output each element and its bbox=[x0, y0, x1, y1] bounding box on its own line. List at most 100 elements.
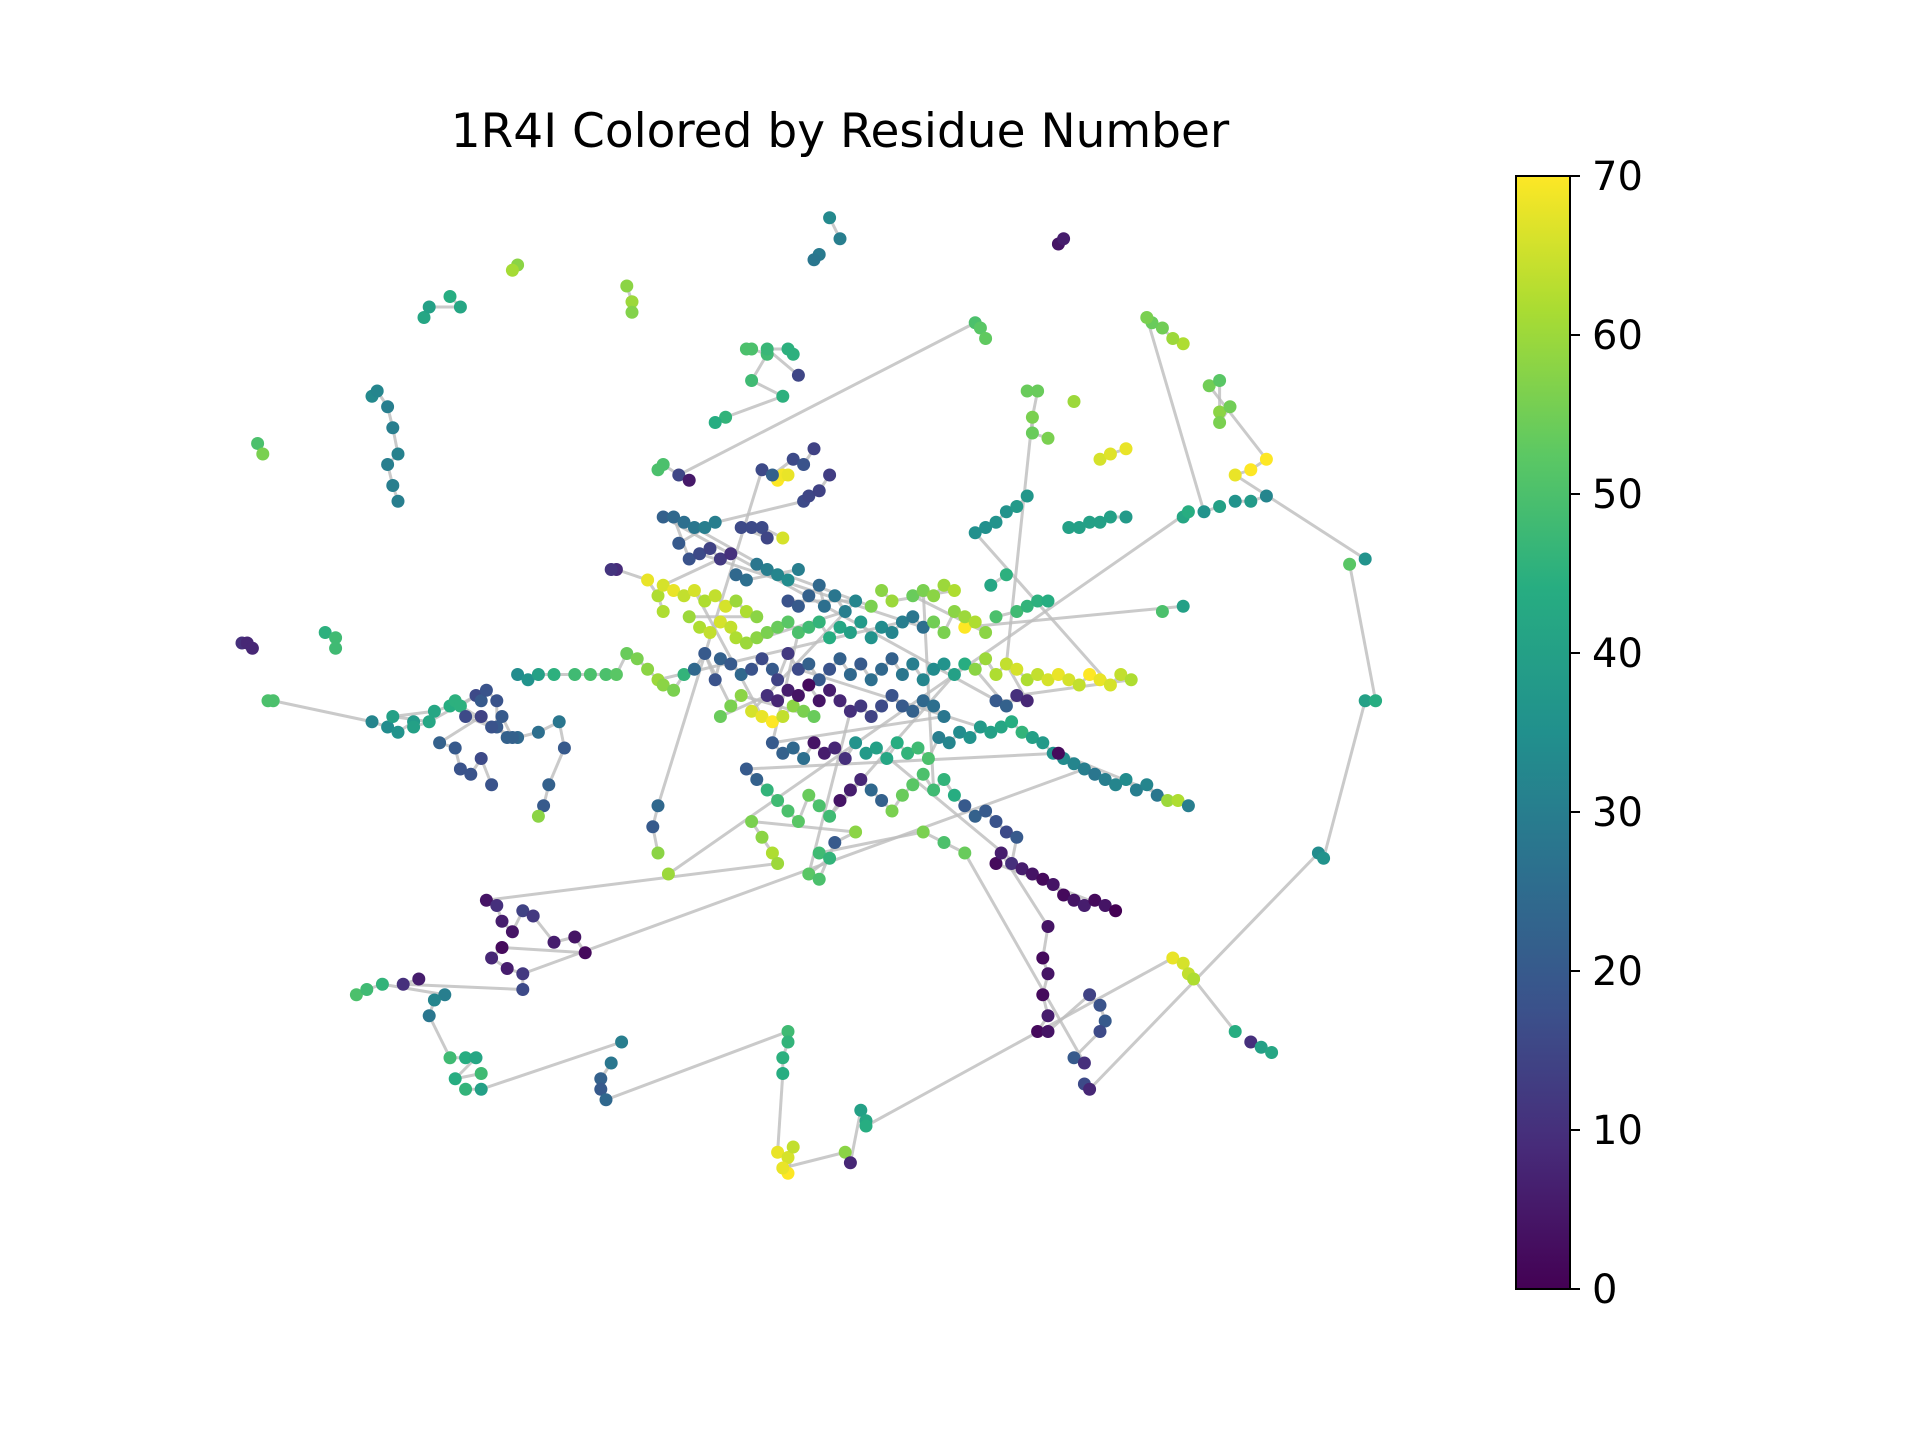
graph-node bbox=[771, 794, 785, 807]
graph-node bbox=[1343, 557, 1357, 571]
graph-node bbox=[864, 783, 878, 797]
graph-node bbox=[875, 662, 889, 676]
graph-node bbox=[1119, 510, 1133, 524]
graph-node bbox=[703, 542, 717, 555]
graph-node bbox=[1176, 337, 1190, 351]
graph-node bbox=[911, 741, 925, 755]
graph-node bbox=[729, 568, 743, 582]
graph-node bbox=[1223, 400, 1237, 414]
graph-node bbox=[604, 1056, 618, 1070]
graph-node bbox=[807, 253, 821, 267]
graph-node bbox=[989, 610, 1003, 624]
graph-node bbox=[781, 468, 795, 482]
graph-node bbox=[427, 704, 441, 718]
graph-node bbox=[713, 615, 727, 629]
graph-node bbox=[823, 468, 837, 482]
graph-edge bbox=[865, 956, 1174, 1128]
graph-node bbox=[745, 374, 759, 387]
graph-node bbox=[485, 951, 499, 965]
graph-node bbox=[381, 720, 395, 734]
graph-edge bbox=[438, 715, 483, 745]
graph-node bbox=[927, 699, 941, 713]
graph-node bbox=[781, 594, 795, 608]
graph-node bbox=[812, 846, 826, 860]
graph-node bbox=[724, 699, 738, 713]
graph-node bbox=[615, 1035, 629, 1049]
graph-node bbox=[1077, 762, 1091, 776]
graph-node bbox=[885, 652, 899, 666]
graph-node bbox=[1036, 951, 1050, 965]
graph-node bbox=[1020, 673, 1034, 687]
graph-node bbox=[781, 647, 795, 660]
graph-node bbox=[1317, 851, 1331, 865]
graph-node bbox=[786, 452, 800, 466]
graph-edge bbox=[403, 982, 523, 991]
graph-node bbox=[698, 521, 712, 534]
graph-node bbox=[895, 615, 909, 629]
graph-node bbox=[1031, 1025, 1045, 1038]
graph-node bbox=[1140, 311, 1154, 324]
graph-node bbox=[885, 804, 899, 818]
graph-node bbox=[797, 752, 811, 765]
graph-node bbox=[1036, 736, 1050, 750]
graph-node bbox=[734, 521, 748, 534]
graph-node bbox=[1010, 689, 1024, 702]
graph-node bbox=[791, 563, 805, 576]
graph-node bbox=[537, 799, 551, 813]
colorbar-tick-label: 40 bbox=[1592, 631, 1643, 677]
graph-node bbox=[1083, 668, 1097, 681]
graph-node bbox=[583, 668, 597, 681]
graph-node bbox=[1119, 773, 1133, 786]
graph-node bbox=[1025, 731, 1039, 744]
graph-node bbox=[1010, 500, 1024, 513]
graph-node bbox=[927, 615, 941, 629]
graph-node bbox=[459, 1082, 473, 1096]
graph-node bbox=[812, 484, 826, 498]
graph-node bbox=[693, 547, 707, 561]
graph-node bbox=[552, 715, 566, 729]
graph-node bbox=[745, 704, 759, 718]
graph-node bbox=[625, 305, 639, 319]
graph-node bbox=[802, 489, 816, 503]
graph-node bbox=[947, 605, 961, 618]
graph-node bbox=[791, 368, 805, 382]
graph-node bbox=[781, 615, 795, 629]
graph-node bbox=[833, 232, 847, 246]
graph-node bbox=[1369, 694, 1383, 708]
graph-node bbox=[625, 295, 639, 309]
graph-node bbox=[786, 347, 800, 361]
graph-node bbox=[687, 521, 701, 534]
graph-node bbox=[557, 741, 571, 755]
graph-node bbox=[1259, 489, 1273, 503]
graph-node bbox=[989, 857, 1003, 870]
graph-node bbox=[1244, 494, 1258, 508]
graph-node bbox=[495, 914, 509, 928]
graph-node bbox=[516, 967, 530, 981]
graph-node bbox=[438, 988, 452, 1002]
graph-node bbox=[776, 389, 790, 403]
graph-node bbox=[1228, 1025, 1242, 1038]
graph-node bbox=[906, 610, 920, 624]
graph-node bbox=[1358, 552, 1372, 566]
graph-node bbox=[1057, 232, 1071, 246]
graph-node bbox=[927, 662, 941, 676]
graph-node bbox=[1041, 1025, 1055, 1038]
graph-node bbox=[984, 578, 998, 592]
graph-node bbox=[1166, 332, 1180, 345]
graph-node bbox=[329, 631, 343, 645]
graph-node bbox=[802, 657, 816, 671]
graph-node bbox=[459, 710, 473, 723]
graph-edge bbox=[547, 747, 566, 786]
graph-edge bbox=[486, 862, 778, 902]
graph-node bbox=[1041, 673, 1055, 687]
graph-node bbox=[750, 557, 764, 571]
graph-node bbox=[531, 809, 545, 823]
graph-node bbox=[984, 725, 998, 739]
graph-edge bbox=[1005, 663, 1029, 702]
graph-node bbox=[791, 689, 805, 702]
graph-node bbox=[812, 615, 826, 629]
graph-node bbox=[1150, 788, 1164, 802]
graph-node bbox=[422, 715, 436, 729]
graph-node bbox=[901, 746, 915, 760]
graph-node bbox=[807, 442, 821, 456]
